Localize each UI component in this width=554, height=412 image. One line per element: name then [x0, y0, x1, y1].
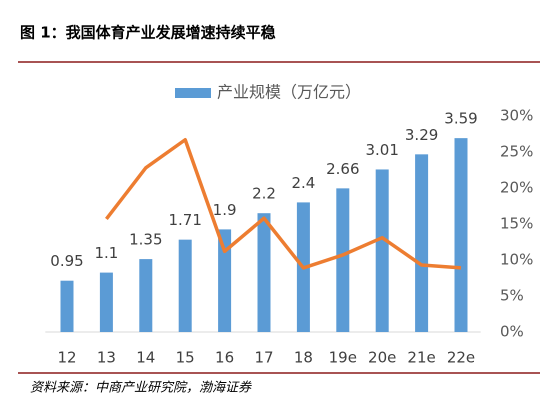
x-tick-label: 17 — [254, 349, 273, 367]
x-tick-label: 12 — [57, 349, 76, 367]
x-tick-label: 14 — [136, 349, 155, 367]
bar — [178, 239, 192, 332]
data-label: 0.95 — [50, 252, 83, 270]
bar — [60, 280, 74, 332]
line — [105, 138, 462, 270]
bar — [257, 213, 271, 332]
data-label: 1.9 — [213, 201, 237, 219]
data-label: 2.4 — [291, 174, 315, 192]
x-tick-label: 13 — [97, 349, 116, 367]
x-tick-label: 16 — [215, 349, 234, 367]
data-label: 2.66 — [326, 160, 359, 178]
data-label: 1.35 — [129, 231, 162, 249]
data-label: 2.2 — [252, 185, 276, 203]
y2-tick-label: 25% — [500, 143, 533, 161]
bar — [415, 154, 429, 332]
chart-title: 图 1：我国体育产业发展增速持续平稳 — [20, 24, 276, 42]
x-tick-label: 19e — [329, 349, 357, 367]
y2-tick-label: 10% — [500, 251, 533, 269]
y2-tick-label: 20% — [500, 179, 533, 197]
data-label: 1.1 — [94, 244, 118, 262]
data-label: 3.29 — [405, 126, 438, 144]
y2-tick-label: 5% — [500, 287, 524, 305]
x-tick-label: 15 — [176, 349, 195, 367]
y2-tick-label: 30% — [500, 107, 533, 125]
bar — [99, 272, 113, 332]
x-tick-label: 18 — [294, 349, 313, 367]
bar — [454, 138, 468, 332]
x-tick-label: 21e — [407, 349, 435, 367]
y2-tick-label: 15% — [500, 215, 533, 233]
bar — [139, 259, 153, 332]
bar — [336, 188, 350, 332]
source-note: 资料来源：中商产业研究院，渤海证券 — [30, 380, 252, 396]
legend-swatch — [175, 88, 211, 98]
legend-label: 产业规模（万亿元） — [217, 83, 361, 102]
x-tick-label: 20e — [368, 349, 396, 367]
data-label: 3.01 — [365, 141, 398, 159]
y2-tick-label: 0% — [500, 323, 524, 341]
data-label: 3.59 — [444, 110, 477, 128]
bar — [375, 169, 389, 332]
bar — [218, 229, 232, 332]
data-label: 1.71 — [168, 211, 201, 229]
x-tick-label: 22e — [447, 349, 475, 367]
